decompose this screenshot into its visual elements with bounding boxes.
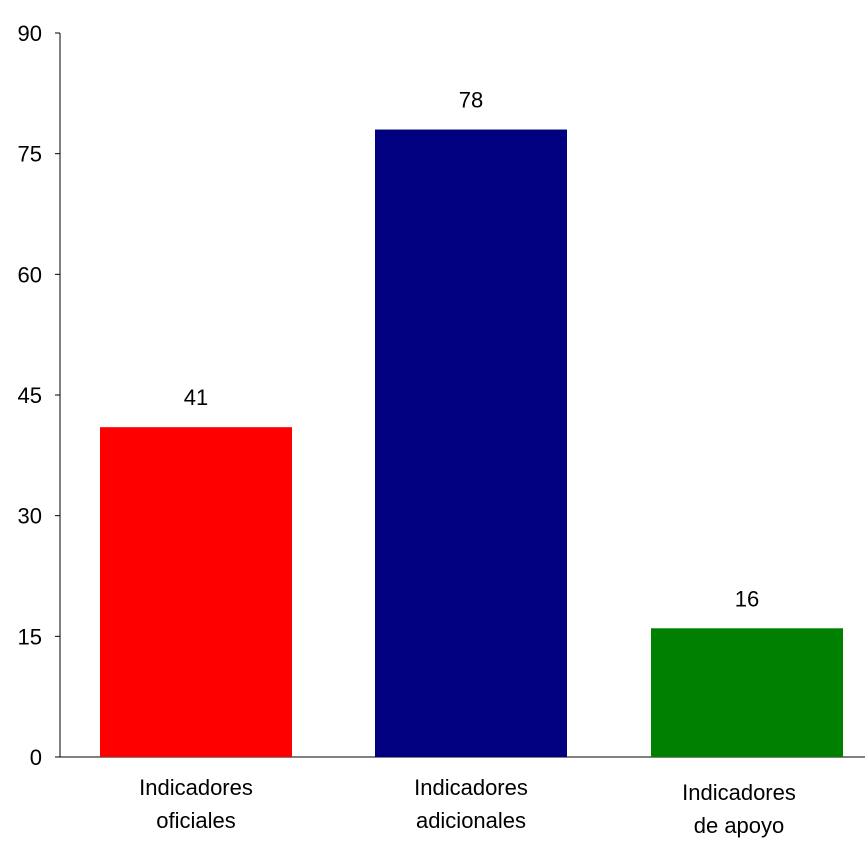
y-tick-label: 0 xyxy=(30,745,42,770)
data-label: 16 xyxy=(735,586,759,611)
x-tick-label: Indicadores xyxy=(682,780,796,805)
y-tick-label: 30 xyxy=(18,504,42,529)
y-tick-label: 15 xyxy=(18,624,42,649)
x-tick-label: oficiales xyxy=(156,808,235,833)
bar xyxy=(100,427,292,757)
y-tick-label: 45 xyxy=(18,383,42,408)
bar xyxy=(375,129,567,758)
bar xyxy=(651,628,843,757)
y-tick-label: 60 xyxy=(18,262,42,287)
x-tick-label: Indicadores xyxy=(414,775,528,800)
x-tick-label: Indicadores xyxy=(139,775,253,800)
data-label: 41 xyxy=(184,385,208,410)
x-tick-label: adicionales xyxy=(416,808,526,833)
data-label: 78 xyxy=(459,88,483,113)
chart-labels: 41 Indicadores oficiales 78 Indicadores adici… xyxy=(139,88,796,838)
chart-bars xyxy=(100,129,843,758)
x-tick-label: de apoyo xyxy=(694,813,785,838)
y-tick-label: 90 xyxy=(18,21,42,46)
y-tick-label: 75 xyxy=(18,142,42,167)
